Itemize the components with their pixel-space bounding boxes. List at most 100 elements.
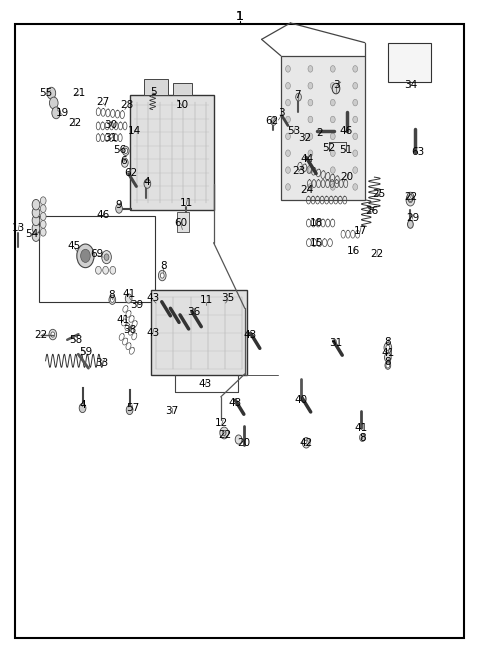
Text: 8: 8 xyxy=(384,337,391,348)
Text: 14: 14 xyxy=(128,126,141,136)
Circle shape xyxy=(296,93,301,101)
Circle shape xyxy=(32,231,40,241)
Circle shape xyxy=(286,133,290,140)
Text: 59: 59 xyxy=(79,347,92,358)
Text: 2: 2 xyxy=(316,127,323,138)
Text: 21: 21 xyxy=(72,88,86,98)
Circle shape xyxy=(52,107,60,119)
Circle shape xyxy=(77,244,94,268)
Text: 44: 44 xyxy=(300,154,314,165)
Circle shape xyxy=(110,266,116,274)
Circle shape xyxy=(353,83,358,89)
Circle shape xyxy=(408,194,412,199)
Circle shape xyxy=(302,438,310,448)
Bar xyxy=(39,216,155,302)
Circle shape xyxy=(308,167,313,173)
Circle shape xyxy=(330,83,335,89)
Text: 19: 19 xyxy=(56,108,69,119)
Circle shape xyxy=(286,167,290,173)
Circle shape xyxy=(330,99,335,106)
Text: 62: 62 xyxy=(124,167,137,178)
Text: 22: 22 xyxy=(404,192,417,202)
Text: 41: 41 xyxy=(117,315,130,325)
Text: 41: 41 xyxy=(122,289,135,299)
Text: 18: 18 xyxy=(310,218,324,228)
Circle shape xyxy=(286,184,290,190)
Circle shape xyxy=(304,440,308,445)
Circle shape xyxy=(47,87,56,99)
Text: 41: 41 xyxy=(354,422,368,433)
Circle shape xyxy=(222,430,226,436)
Circle shape xyxy=(353,184,358,190)
Text: 15: 15 xyxy=(310,237,324,248)
Circle shape xyxy=(121,158,128,167)
Circle shape xyxy=(286,83,290,89)
Text: 31: 31 xyxy=(329,338,343,348)
Circle shape xyxy=(408,220,413,228)
Text: 43: 43 xyxy=(146,293,159,304)
Circle shape xyxy=(308,150,313,157)
Circle shape xyxy=(386,363,390,368)
Text: 58: 58 xyxy=(69,335,82,345)
Text: 29: 29 xyxy=(406,213,420,223)
Circle shape xyxy=(125,294,132,303)
Circle shape xyxy=(330,150,335,157)
Circle shape xyxy=(330,116,335,123)
Text: 22: 22 xyxy=(370,249,384,259)
Bar xyxy=(388,43,431,82)
Circle shape xyxy=(308,66,313,72)
Circle shape xyxy=(40,205,46,213)
Text: 37: 37 xyxy=(165,406,179,417)
Circle shape xyxy=(116,204,122,213)
Text: 3: 3 xyxy=(278,108,285,119)
Text: 63: 63 xyxy=(411,147,424,157)
Text: 46: 46 xyxy=(339,126,352,136)
Text: 69: 69 xyxy=(90,249,104,259)
Circle shape xyxy=(79,403,86,413)
Circle shape xyxy=(330,133,335,140)
Circle shape xyxy=(102,251,111,264)
Circle shape xyxy=(407,192,414,201)
Text: 35: 35 xyxy=(221,293,235,304)
Text: 42: 42 xyxy=(300,438,313,448)
Text: 8: 8 xyxy=(108,290,115,300)
Circle shape xyxy=(308,133,313,140)
Circle shape xyxy=(384,353,391,362)
Text: 4: 4 xyxy=(79,400,86,411)
Circle shape xyxy=(308,184,313,190)
Text: 22: 22 xyxy=(218,430,231,440)
Text: 45: 45 xyxy=(68,241,81,251)
Circle shape xyxy=(386,345,390,350)
Text: 36: 36 xyxy=(187,306,200,317)
Circle shape xyxy=(32,223,40,234)
Circle shape xyxy=(32,215,40,226)
Circle shape xyxy=(406,194,415,206)
Circle shape xyxy=(40,197,46,205)
Circle shape xyxy=(385,361,391,369)
Circle shape xyxy=(40,213,46,220)
Text: 43: 43 xyxy=(146,327,159,338)
Text: 8: 8 xyxy=(384,357,391,367)
Circle shape xyxy=(308,83,313,89)
Circle shape xyxy=(286,150,290,157)
Bar xyxy=(173,83,192,95)
Text: 51: 51 xyxy=(339,144,352,155)
Circle shape xyxy=(286,116,290,123)
Circle shape xyxy=(271,117,276,125)
Circle shape xyxy=(353,133,358,140)
Circle shape xyxy=(49,329,57,340)
Text: 11: 11 xyxy=(200,295,213,306)
Circle shape xyxy=(360,434,365,441)
Text: 33: 33 xyxy=(96,358,109,368)
Bar xyxy=(281,56,365,200)
Circle shape xyxy=(353,167,358,173)
Text: 6: 6 xyxy=(120,155,127,166)
Text: 5: 5 xyxy=(150,87,157,97)
Circle shape xyxy=(51,332,55,337)
Text: 43: 43 xyxy=(243,329,256,340)
Circle shape xyxy=(49,97,58,109)
Text: 7: 7 xyxy=(294,90,301,100)
Circle shape xyxy=(32,199,40,210)
Text: 32: 32 xyxy=(298,133,312,143)
Circle shape xyxy=(330,66,335,72)
